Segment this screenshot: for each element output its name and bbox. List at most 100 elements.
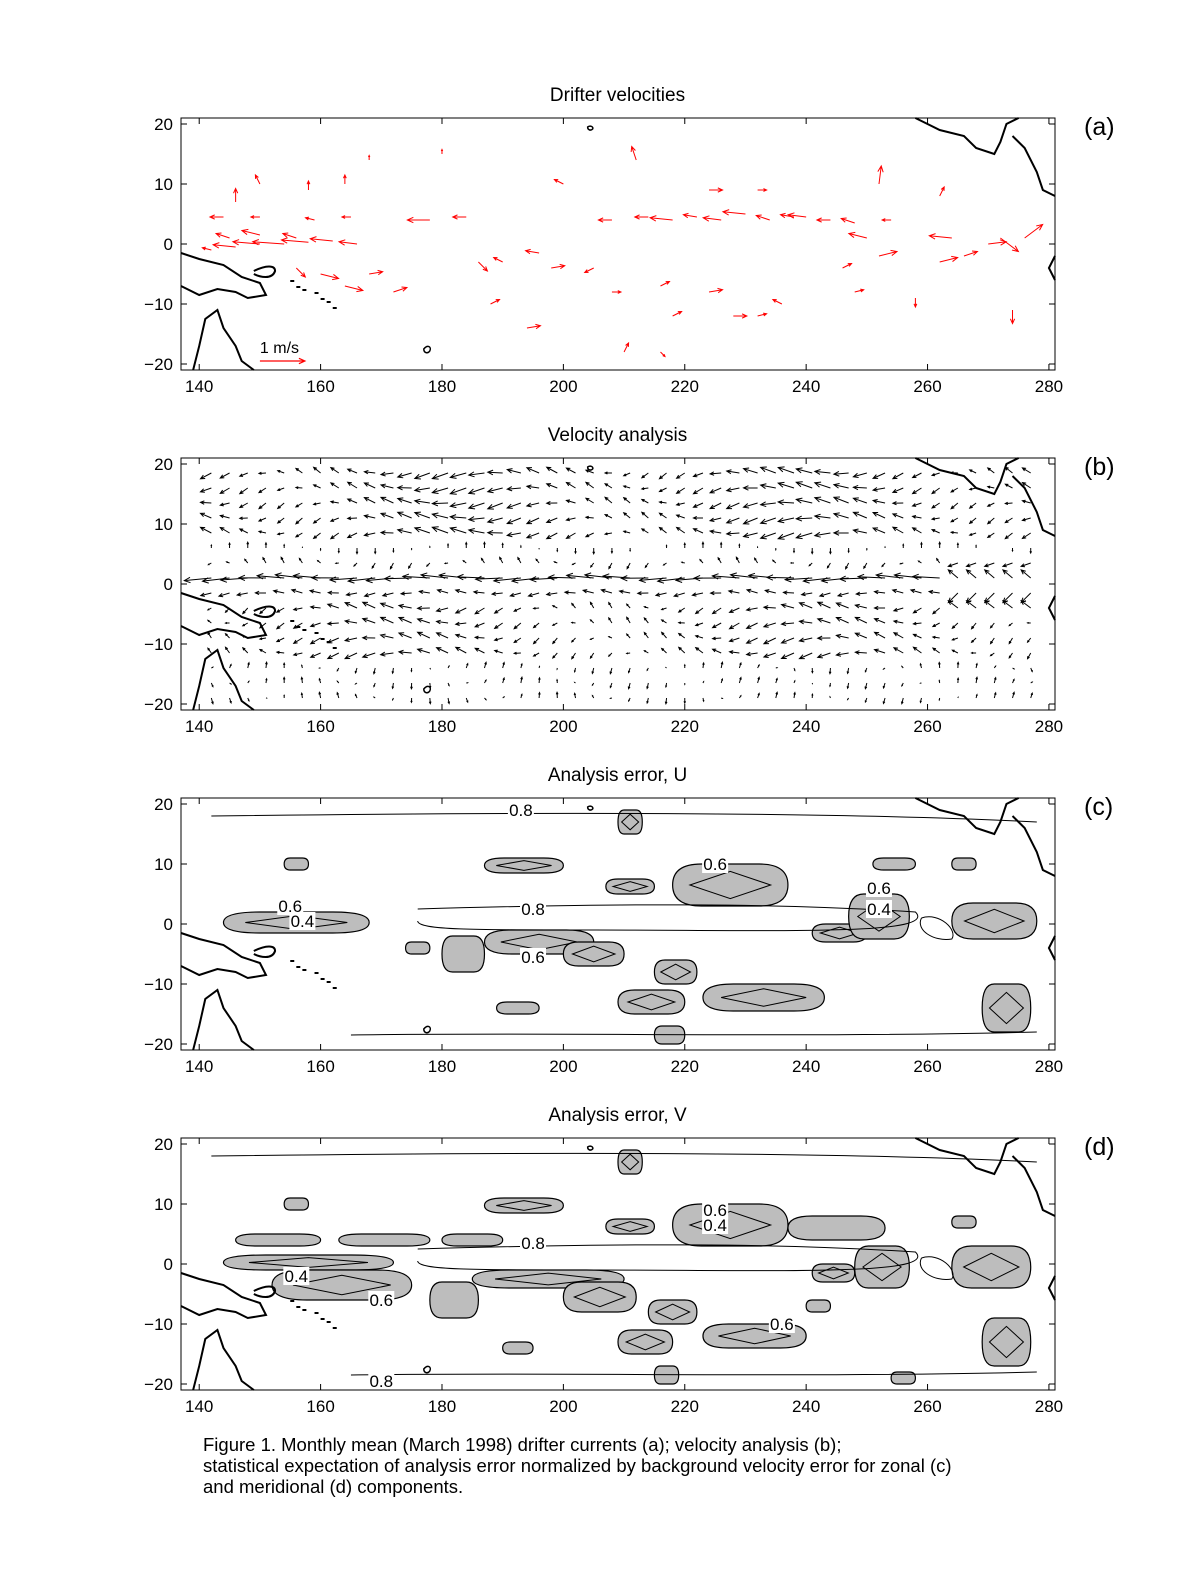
analysis-arrow <box>276 502 285 510</box>
analysis-arrow <box>965 569 977 579</box>
australia-coast <box>192 308 255 371</box>
analysis-arrow <box>258 648 267 654</box>
analysis-arrow <box>738 661 742 669</box>
contour-region-0.4 <box>721 988 807 1007</box>
contour-label-bg <box>702 1201 729 1219</box>
y-tick-label: 20 <box>154 1135 173 1154</box>
analysis-arrow <box>847 547 850 554</box>
analysis-arrow <box>931 635 940 639</box>
drifter-arrow <box>1000 237 1020 253</box>
analysis-arrow <box>643 617 649 624</box>
x-tick-label: 280 <box>1035 1397 1063 1416</box>
drifter-arrow <box>709 187 724 193</box>
contour-region-0.6 <box>653 959 698 985</box>
analysis-arrow <box>892 619 904 624</box>
analysis-arrow <box>762 652 776 658</box>
x-tick-label: 200 <box>549 717 577 736</box>
analysis-arrow <box>604 496 613 504</box>
analysis-arrow <box>938 697 941 702</box>
y-tick-label: 0 <box>164 575 173 594</box>
contour-region-0.4 <box>654 1303 691 1321</box>
analysis-arrow <box>658 512 667 519</box>
analysis-arrow <box>835 633 849 639</box>
analysis-arrow <box>795 515 813 522</box>
analysis-arrow <box>675 514 685 519</box>
analysis-arrow <box>346 532 358 539</box>
drifter-arrow <box>611 290 623 294</box>
analysis-arrow <box>1026 621 1031 624</box>
analysis-arrow <box>738 543 741 549</box>
drifter-arrow <box>233 187 239 202</box>
analysis-arrow <box>337 547 340 554</box>
contour-label: 0.6 <box>703 855 727 874</box>
analysis-arrow <box>675 487 686 494</box>
analysis-arrow <box>300 691 304 699</box>
contour-region-0.6 <box>441 1233 504 1247</box>
analysis-arrow <box>247 661 250 669</box>
contour-region-0.6 <box>617 1149 643 1175</box>
analysis-arrow <box>725 502 740 510</box>
plot-frame <box>180 457 1056 711</box>
contour-label-bg <box>520 1234 547 1252</box>
analysis-arrow <box>692 502 704 508</box>
analysis-arrow <box>919 662 922 669</box>
analysis-arrow <box>416 631 431 639</box>
analysis-arrow <box>720 697 724 700</box>
analysis-arrow <box>777 466 795 474</box>
contour-label: 0.4 <box>284 1267 308 1286</box>
contour-label: 0.4 <box>867 900 891 919</box>
analysis-arrow <box>912 607 922 614</box>
analysis-arrow <box>708 502 722 510</box>
axes: 140 160 180 200 220 240 260 280 20 10 0 −10 −20 <box>144 115 1063 396</box>
analysis-arrow <box>864 667 868 673</box>
contour-label: 0.8 <box>369 1372 393 1391</box>
analysis-arrow <box>989 622 995 629</box>
analysis-arrow <box>573 692 577 699</box>
analysis-arrow <box>407 562 413 570</box>
analysis-arrow <box>346 468 358 474</box>
analysis-arrow <box>372 696 376 699</box>
drifter-arrow <box>478 261 489 272</box>
analysis-arrow <box>742 485 758 491</box>
drifter-arrow <box>201 246 212 251</box>
drifter-arrow <box>708 287 724 294</box>
contour-region-0.4 <box>988 1325 1025 1359</box>
analysis-arrow <box>428 697 432 705</box>
analysis-arrow <box>219 487 230 495</box>
analysis-arrow <box>775 677 778 684</box>
contour-region-0.6 <box>872 857 917 871</box>
analysis-arrow <box>764 589 776 594</box>
analysis-arrow <box>1004 532 1013 540</box>
velocity-analysis-chart: 140 160 180 200 220 240 260 280 20 10 0 −10 −20 <box>144 455 1063 736</box>
analysis-arrow <box>949 471 958 475</box>
contour-line <box>919 916 954 940</box>
contour-region-0.6 <box>338 1233 431 1247</box>
analysis-arrow <box>938 661 941 669</box>
analysis-arrow <box>295 517 303 525</box>
island <box>326 301 331 303</box>
contour-label-bg <box>283 1267 310 1285</box>
analysis-arrow <box>664 697 668 705</box>
analysis-arrow <box>241 646 249 654</box>
analysis-arrow <box>443 562 449 565</box>
x-tick-label: 180 <box>428 1397 456 1416</box>
y-tick-label: −20 <box>144 1035 173 1054</box>
x-tick-label: 260 <box>913 717 941 736</box>
island <box>302 969 307 971</box>
mexico-coast <box>914 1137 1020 1176</box>
contour-line <box>211 812 1037 823</box>
drifter-arrow <box>340 215 351 219</box>
y-tick-label: 10 <box>154 515 173 534</box>
drifter-arrow <box>406 216 430 224</box>
drifter-arrow <box>786 212 807 219</box>
analysis-arrow <box>986 485 995 489</box>
contour-region-0.4 <box>496 1200 552 1211</box>
analysis-arrow <box>795 532 813 540</box>
analysis-arrow <box>658 526 667 534</box>
analysis-arrow <box>396 497 412 504</box>
contour-line <box>350 1371 1037 1376</box>
drifter-velocity-chart: 1 m/s 140 160 180 200 220 240 260 280 20 10 0 −10 −20 <box>144 115 1063 396</box>
analysis-arrow <box>742 467 758 474</box>
analysis-arrow <box>816 617 831 624</box>
analysis-arrow <box>968 469 977 474</box>
